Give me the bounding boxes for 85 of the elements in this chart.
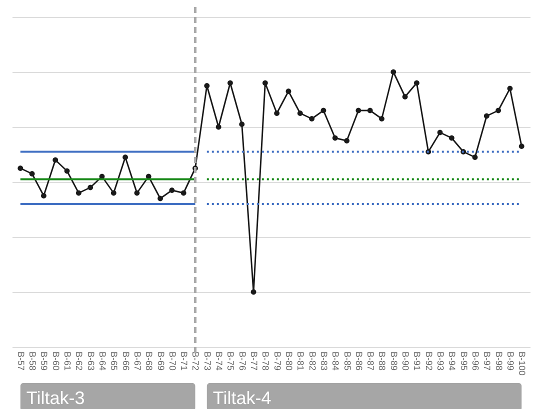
x-tick-label: B-74 <box>214 352 224 371</box>
point <box>88 184 94 190</box>
x-tick-label: B-88 <box>377 352 388 371</box>
x-tick-label: B-75 <box>226 352 236 371</box>
x-tick-label: B-65 <box>109 352 120 371</box>
x-tick-label: B-69 <box>156 352 166 371</box>
x-tick-label: B-81 <box>296 352 306 371</box>
x-tick-label: B-61 <box>62 352 73 371</box>
point <box>18 166 24 171</box>
point <box>180 190 186 196</box>
x-tick-label: B-94 <box>447 352 458 371</box>
x-tick-label: B-97 <box>482 352 492 371</box>
point <box>216 124 222 130</box>
x-tick-label: B-87 <box>366 352 376 371</box>
point <box>122 154 128 160</box>
point <box>110 190 116 196</box>
point <box>356 108 362 114</box>
x-tick-label: B-91 <box>412 352 422 371</box>
x-tick-label: B-86 <box>354 352 364 371</box>
point <box>239 122 245 127</box>
x-tick-label: B-84 <box>330 352 341 371</box>
x-tick-label: B-89 <box>388 352 399 371</box>
point <box>204 83 210 88</box>
point <box>437 130 443 136</box>
point <box>286 88 292 94</box>
x-tick-label: B-72 <box>190 352 201 371</box>
point <box>29 171 35 176</box>
x-tick-label: B-60 <box>50 352 61 371</box>
point <box>448 135 454 141</box>
point <box>484 113 490 119</box>
x-tick-label: B-78 <box>260 352 271 371</box>
x-tick-label: B-85 <box>342 352 352 371</box>
point <box>414 80 420 86</box>
point <box>64 168 70 174</box>
x-tick-label: B-100 <box>517 352 528 376</box>
x-tick-label: B-73 <box>202 352 212 371</box>
point <box>158 196 164 202</box>
point <box>507 86 513 92</box>
point <box>169 188 175 193</box>
text: Tiltak-3 <box>26 388 85 408</box>
x-tick-label: B-76 <box>237 352 248 371</box>
point <box>227 80 233 86</box>
x-tick-label: B-77 <box>249 352 260 371</box>
point <box>134 190 140 196</box>
point <box>367 108 373 114</box>
point <box>332 135 338 141</box>
x-tick-label: B-95 <box>458 352 469 371</box>
x-tick-label: B-70 <box>167 352 178 371</box>
x-tick-label: B-92 <box>424 352 434 371</box>
point <box>402 94 408 100</box>
x-tick-label: B-71 <box>179 352 190 371</box>
x-tick-label: B-68 <box>144 352 154 371</box>
x-tick-label: B-63 <box>86 352 96 371</box>
x-tick-label: B-79 <box>272 352 282 371</box>
x-tick-label: B-98 <box>494 352 504 371</box>
x-tick-label: B-80 <box>284 352 294 371</box>
point <box>76 190 82 196</box>
x-tick-label: B-62 <box>74 352 84 371</box>
point <box>40 193 46 198</box>
point <box>297 110 303 116</box>
x-tick-label: B-83 <box>318 352 329 371</box>
x-tick-label: B-57 <box>16 352 26 371</box>
x-tick-label: B-93 <box>436 352 446 371</box>
point <box>496 108 502 114</box>
x-tick-label: B-99 <box>505 352 516 371</box>
point <box>518 144 524 149</box>
x-tick-label: B-82 <box>307 352 318 371</box>
point <box>472 154 478 160</box>
point <box>262 80 268 86</box>
x-tick-label: B-96 <box>470 352 480 371</box>
point <box>344 138 350 144</box>
point <box>52 157 58 163</box>
x-tick-label: B-59 <box>39 352 50 371</box>
text: Tiltak-4 <box>212 388 272 408</box>
x-tick-label: B-67 <box>132 352 142 371</box>
point <box>378 116 384 122</box>
point <box>320 108 326 114</box>
point <box>390 69 396 75</box>
point <box>274 110 280 116</box>
point <box>309 116 315 122</box>
point <box>250 289 256 295</box>
x-tick-label: B-58 <box>28 352 38 371</box>
x-tick-label: B-64 <box>97 352 108 371</box>
x-tick-label: B-90 <box>400 352 411 371</box>
x-tick-label: B-66 <box>120 352 131 371</box>
